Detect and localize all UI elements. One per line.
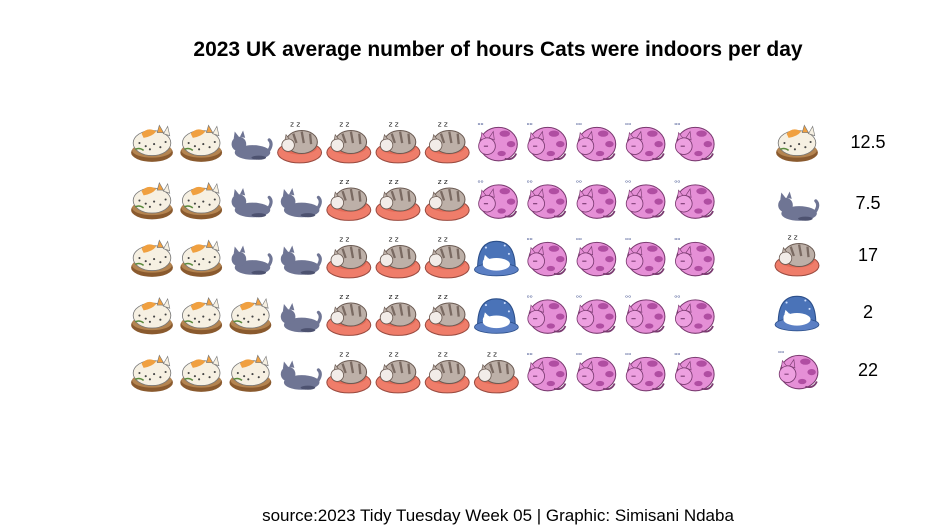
cat-curled-purple-icon bbox=[525, 292, 568, 335]
cat-curled-purple-icon bbox=[575, 234, 617, 277]
cat-curled-purple-icon bbox=[575, 349, 617, 392]
legend-value-label: 12.5 bbox=[850, 132, 885, 152]
cat-curled-purple-icon bbox=[624, 234, 666, 277]
cat-loaf-icon bbox=[130, 239, 174, 278]
cat-curled-purple-icon bbox=[624, 349, 666, 392]
chart-title: 2023 UK average number of hours Cats wer… bbox=[193, 38, 803, 61]
cat-loaf-icon bbox=[228, 354, 273, 393]
cat-curled-purple-icon bbox=[673, 234, 715, 277]
cat-curled-purple-icon bbox=[624, 292, 666, 335]
cat-lying-icon bbox=[229, 186, 273, 219]
cat-loaf-icon bbox=[130, 296, 174, 336]
cat-bed-sleeping-icon bbox=[375, 291, 421, 337]
cat-loaf-icon bbox=[228, 296, 273, 336]
cat-bed-sleeping-icon bbox=[276, 119, 323, 165]
cat-bed-sleeping-icon bbox=[375, 349, 421, 395]
cat-loaf-icon bbox=[179, 239, 223, 278]
legend-value-label: 2 bbox=[863, 302, 873, 322]
cat-curled-purple-icon bbox=[673, 292, 715, 335]
pictogram-grid bbox=[130, 119, 715, 395]
cat-lying-icon bbox=[279, 358, 323, 392]
legend-value-label: 22 bbox=[858, 360, 878, 380]
cat-curled-purple-icon bbox=[476, 119, 519, 162]
cat-bed-sleeping-icon bbox=[325, 119, 372, 165]
legend-value-label: 17 bbox=[858, 245, 878, 265]
cat-lying-icon bbox=[229, 243, 273, 277]
cat-bed-sleeping-icon bbox=[424, 291, 471, 337]
cat-dome-icon bbox=[473, 240, 519, 277]
cat-bed-sleeping-icon bbox=[325, 234, 372, 280]
cat-bed-sleeping-icon bbox=[424, 176, 471, 222]
cat-lying-icon bbox=[229, 128, 273, 162]
cat-loaf-icon bbox=[130, 354, 174, 393]
cat-curled-purple-icon bbox=[525, 177, 568, 220]
cat-lying-icon bbox=[279, 186, 323, 219]
cat-curled-purple-icon bbox=[525, 119, 568, 162]
cat-curled-purple-icon bbox=[624, 177, 666, 220]
cat-bed-sleeping-icon bbox=[325, 176, 372, 222]
cat-bed-sleeping-icon bbox=[375, 234, 421, 280]
legend-cat-curled-purple-icon bbox=[777, 347, 819, 390]
cat-curled-purple-icon bbox=[673, 119, 715, 162]
cat-bed-sleeping-icon bbox=[325, 291, 372, 337]
source-caption: source:2023 Tidy Tuesday Week 05 | Graph… bbox=[262, 506, 734, 525]
cat-bed-sleeping-icon bbox=[375, 176, 421, 222]
cat-bed-sleeping-icon bbox=[325, 349, 372, 395]
cat-curled-purple-icon bbox=[673, 349, 715, 392]
cat-curled-purple-icon bbox=[673, 177, 715, 220]
cat-loaf-icon bbox=[130, 181, 174, 221]
cat-curled-purple-icon bbox=[525, 349, 568, 392]
legend-cat-loaf-icon bbox=[775, 124, 819, 163]
cat-curled-purple-icon bbox=[575, 119, 617, 162]
cat-dome-icon bbox=[473, 298, 519, 334]
cat-curled-purple-icon bbox=[525, 234, 568, 277]
cat-curled-purple-icon bbox=[575, 177, 617, 220]
cat-loaf-icon bbox=[179, 354, 223, 393]
cat-loaf-icon bbox=[130, 124, 174, 163]
cat-curled-purple-icon bbox=[575, 292, 617, 335]
legend-value-label: 7.5 bbox=[855, 193, 880, 213]
cat-lying-icon bbox=[279, 243, 323, 277]
cat-lying-icon bbox=[279, 301, 323, 334]
cat-bed-sleeping-icon bbox=[375, 119, 421, 165]
cat-curled-purple-icon bbox=[624, 119, 666, 162]
legend-cat-lying-icon bbox=[776, 189, 820, 223]
cat-curled-purple-icon bbox=[476, 177, 519, 220]
cat-bed-sleeping-icon bbox=[424, 234, 471, 280]
cat-loaf-icon bbox=[179, 181, 223, 221]
cat-bed-sleeping-icon bbox=[424, 119, 471, 165]
cat-bed-sleeping-icon bbox=[473, 349, 520, 395]
cat-loaf-icon bbox=[179, 124, 223, 163]
cat-bed-sleeping-icon bbox=[424, 349, 471, 395]
cat-loaf-icon bbox=[179, 296, 223, 336]
legend-cat-dome-icon bbox=[774, 295, 820, 332]
legend-cat-bed-sleeping-icon bbox=[774, 232, 820, 278]
